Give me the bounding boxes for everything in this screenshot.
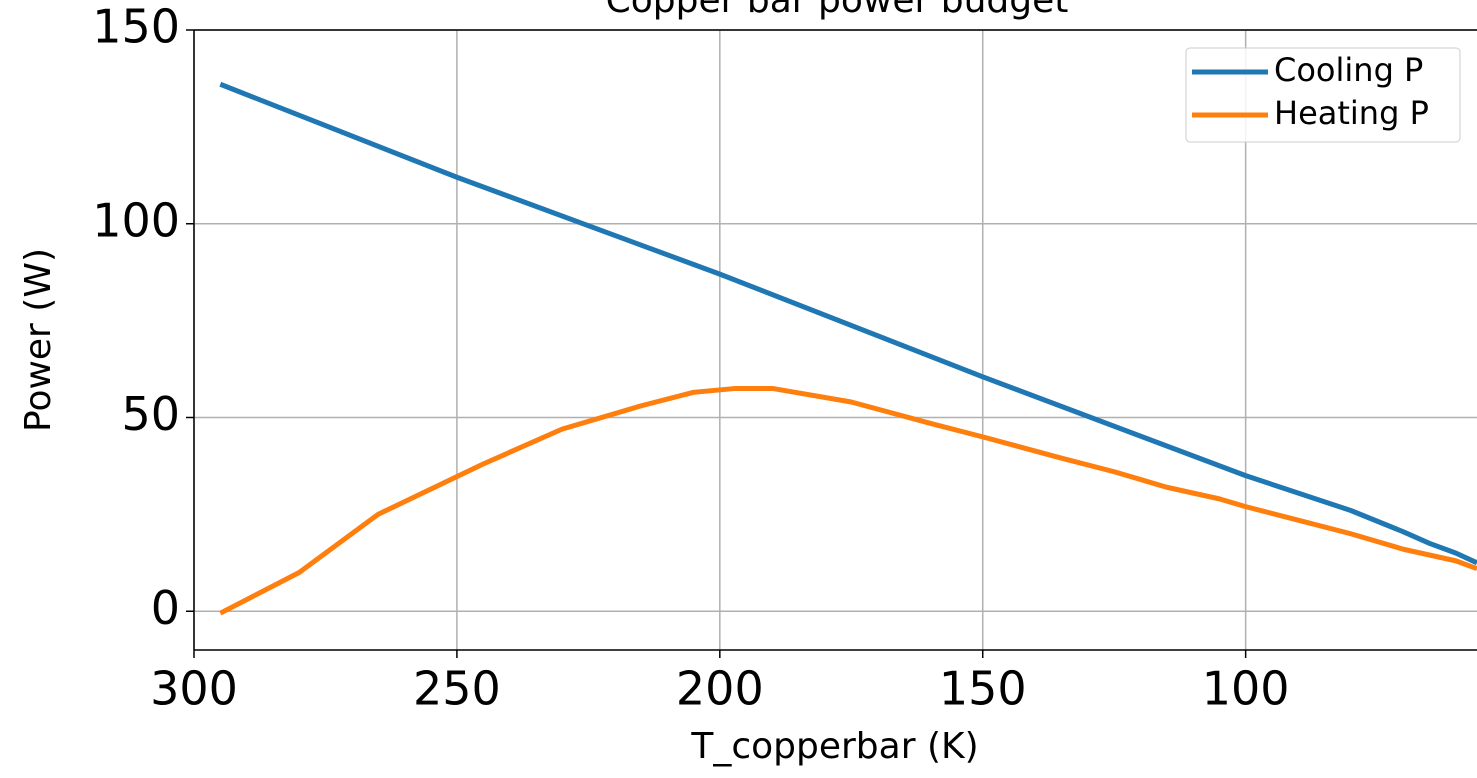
x-tick-label: 150 <box>939 662 1027 716</box>
chart-title: Copper bar power budget <box>606 0 1069 21</box>
y-tick-label: 0 <box>151 581 180 635</box>
y-axis-label: Power (W) <box>18 248 59 432</box>
x-axis-label: T_copperbar (K) <box>690 726 978 767</box>
y-tick-label: 150 <box>92 0 180 54</box>
y-tick-label: 100 <box>92 193 180 247</box>
plot-area <box>219 81 1477 616</box>
legend-label: Cooling P <box>1274 51 1423 89</box>
x-tick-label: 200 <box>676 662 764 716</box>
data-line <box>219 385 1477 616</box>
legend-label: Heating P <box>1274 94 1429 132</box>
data-line <box>219 81 1477 566</box>
y-tick-label: 50 <box>121 387 180 441</box>
x-tick-label: 300 <box>150 662 238 716</box>
x-tick-label: 250 <box>413 662 501 716</box>
x-tick-label: 100 <box>1202 662 1290 716</box>
